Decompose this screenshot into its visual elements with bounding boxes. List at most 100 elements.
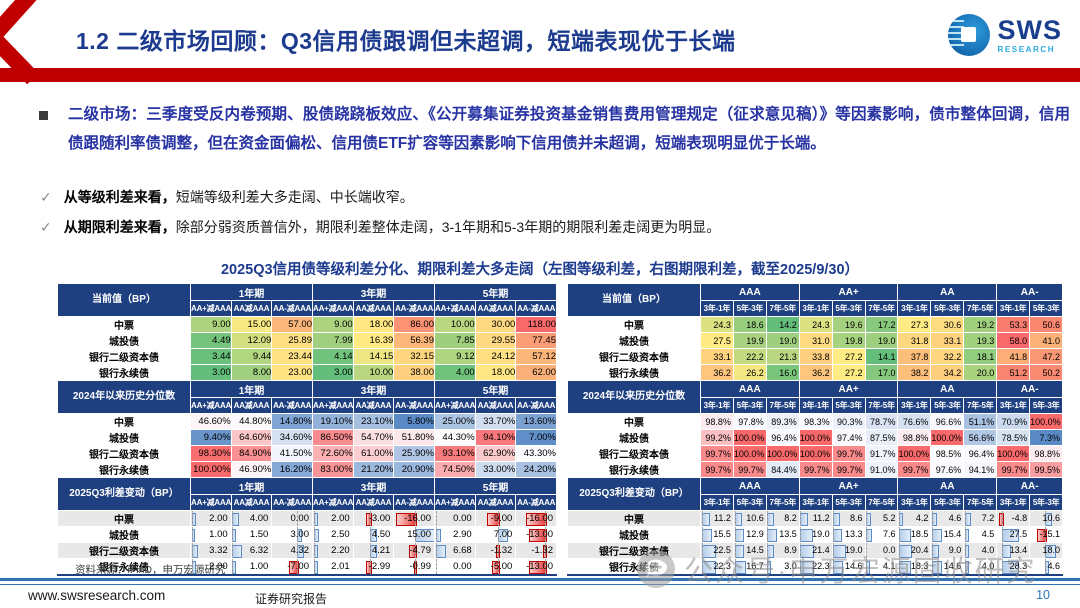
column-group-header: AA+ bbox=[798, 477, 899, 495]
block-label: 2025Q3利差变动（BP） bbox=[567, 477, 701, 511]
databar-cell: 7.6 bbox=[864, 526, 899, 543]
percentile-cell: 98.8% bbox=[1029, 445, 1064, 462]
databar-cell: 15.00 bbox=[393, 526, 435, 543]
heatmap-cell: 19.2 bbox=[963, 316, 998, 333]
databar-axis bbox=[1044, 543, 1046, 558]
percentile-cell: 7.3% bbox=[1029, 429, 1064, 446]
heatmap-cell: 29.55 bbox=[474, 332, 517, 349]
percentile-cell: 99.7% bbox=[700, 461, 734, 478]
column-sub-header: 3年-1年 bbox=[798, 494, 833, 511]
heatmap-cell: 4.00 bbox=[434, 364, 476, 381]
percentile-cell: 9.40% bbox=[190, 429, 232, 446]
databar-value: 19.0 bbox=[812, 529, 830, 539]
databar-value: 11.2 bbox=[714, 513, 731, 523]
heatmap-cell: 41.8 bbox=[996, 348, 1031, 365]
column-sub-header: AA+减AAA bbox=[434, 300, 476, 317]
column-sub-header: 3年-1年 bbox=[700, 494, 734, 511]
column-sub-header: 5年-3年 bbox=[732, 397, 767, 414]
databar-axis bbox=[866, 511, 868, 526]
heatmap-cell: 10.00 bbox=[352, 364, 395, 381]
heatmap-cell: 23.00 bbox=[271, 364, 313, 381]
databar-value: 7.6 bbox=[882, 529, 896, 539]
databar-value: 4.32 bbox=[290, 545, 310, 556]
heatmap-cell: 19.0 bbox=[864, 332, 899, 349]
logo-sws-label: SWS bbox=[997, 14, 1062, 45]
databar-axis bbox=[800, 543, 802, 558]
databar-value: 4.50 bbox=[371, 529, 391, 540]
column-sub-header: 5年-3年 bbox=[930, 397, 965, 414]
column-sub-header: AA减AAA bbox=[352, 397, 395, 414]
databar-value: 10.6 bbox=[1042, 513, 1061, 523]
column-sub-header: 7年-5年 bbox=[765, 397, 800, 414]
heatmap-cell: 10.00 bbox=[434, 316, 476, 333]
databar-axis bbox=[932, 559, 934, 574]
databar-value: 4.0 bbox=[981, 545, 995, 555]
databar-axis bbox=[369, 559, 371, 574]
databar-cell: 0.00 bbox=[271, 510, 313, 527]
databar-cell: -1.32 bbox=[474, 542, 517, 559]
heatmap-cell: 19.8 bbox=[831, 332, 866, 349]
databar-cell: 15.5 bbox=[700, 526, 734, 543]
databar-cell: 11.2 bbox=[700, 510, 734, 527]
main-bullet-text: 二级市场：三季度受反内卷预期、股债跷跷板效应、《公开募集证券投资基金销售费用管理… bbox=[68, 106, 1070, 152]
databar-value: 15.00 bbox=[407, 529, 431, 540]
heatmap-cell: 27.5 bbox=[700, 332, 734, 349]
percentile-cell: 44.80% bbox=[230, 413, 273, 430]
row-label: 中票 bbox=[57, 316, 191, 333]
column-sub-header: AA-减AAA bbox=[393, 397, 435, 414]
positive-bar bbox=[232, 513, 240, 526]
percentile-cell: 100.0% bbox=[1029, 413, 1064, 430]
databar-cell: 10.6 bbox=[1029, 510, 1064, 527]
databar-value: -13.00 bbox=[526, 529, 553, 540]
column-sub-header: 7年-5年 bbox=[963, 494, 998, 511]
databar-value: 2.20 bbox=[331, 545, 350, 556]
databar-cell: 12.9 bbox=[732, 526, 767, 543]
column-sub-header: AA+减AAA bbox=[434, 494, 476, 511]
data-table: 当前值（BP） 1年期 3年期 5年期 AA+减AAA AA减AAA AA-减AAA AA+减… bbox=[57, 283, 557, 576]
databar-cell: 2.20 bbox=[312, 542, 354, 559]
heatmap-cell: 12.09 bbox=[230, 332, 273, 349]
databar-axis bbox=[544, 559, 546, 574]
negative-bar bbox=[288, 561, 299, 574]
globe-square bbox=[961, 27, 977, 42]
heatmap-cell: 9.00 bbox=[312, 316, 354, 333]
databar-axis bbox=[866, 559, 868, 574]
databar-axis bbox=[369, 527, 371, 542]
column-sub-header: AA-减AAA bbox=[393, 300, 435, 317]
percentile-cell: 94.1% bbox=[963, 461, 998, 478]
column-group-header: 3年期 bbox=[312, 283, 435, 301]
databar-cell: 18.0 bbox=[1029, 542, 1064, 559]
databar-value: -13.00 bbox=[526, 561, 553, 572]
databar-value: 7.00 bbox=[493, 529, 513, 540]
heatmap-cell: 32.15 bbox=[393, 348, 435, 365]
column-group-header: 5年期 bbox=[434, 477, 557, 495]
databar-axis bbox=[1001, 559, 1003, 574]
databar-cell: 2.00 bbox=[190, 558, 232, 576]
databar-cell: -4.79 bbox=[393, 542, 435, 559]
column-sub-header: AA-减AAA bbox=[515, 300, 557, 317]
databar-value: 13.3 bbox=[845, 529, 863, 539]
databar-value: 20.4 bbox=[910, 545, 929, 555]
column-group-header: AA- bbox=[996, 283, 1064, 301]
globe-stripes bbox=[948, 20, 965, 50]
positive-bar bbox=[435, 545, 446, 558]
databar-value: 0.00 bbox=[453, 561, 472, 572]
databar-cell: 4.6 bbox=[930, 510, 965, 527]
heatmap-cell: 7.85 bbox=[434, 332, 476, 349]
percentile-cell: 97.6% bbox=[930, 461, 965, 478]
positive-bar bbox=[932, 529, 943, 542]
databar-axis bbox=[414, 527, 416, 542]
percentile-cell: 34.60% bbox=[271, 429, 313, 446]
check-bullet-1: ✓ 从等级利差来看，短端等级利差大多走阔、中长端收窄。 bbox=[40, 187, 414, 207]
databar-value: 2.01 bbox=[331, 561, 350, 572]
percentile-cell: 99.5% bbox=[1029, 461, 1064, 478]
heatmap-cell: 24.3 bbox=[700, 316, 734, 333]
percentile-cell: 61.00% bbox=[352, 445, 395, 462]
percentile-cell: 97.4% bbox=[831, 429, 866, 446]
databar-value: -15.1 bbox=[1039, 529, 1061, 539]
grade-spread-table: 当前值（BP） 1年期 3年期 5年期 AA+减AAA AA减AAA AA-减AAA AA+减… bbox=[57, 283, 557, 576]
databar-value: 2.90 bbox=[453, 529, 472, 540]
percentile-cell: 72.60% bbox=[312, 445, 354, 462]
databar-cell: -2.99 bbox=[352, 558, 395, 576]
percentile-cell: 100.0% bbox=[798, 445, 833, 462]
